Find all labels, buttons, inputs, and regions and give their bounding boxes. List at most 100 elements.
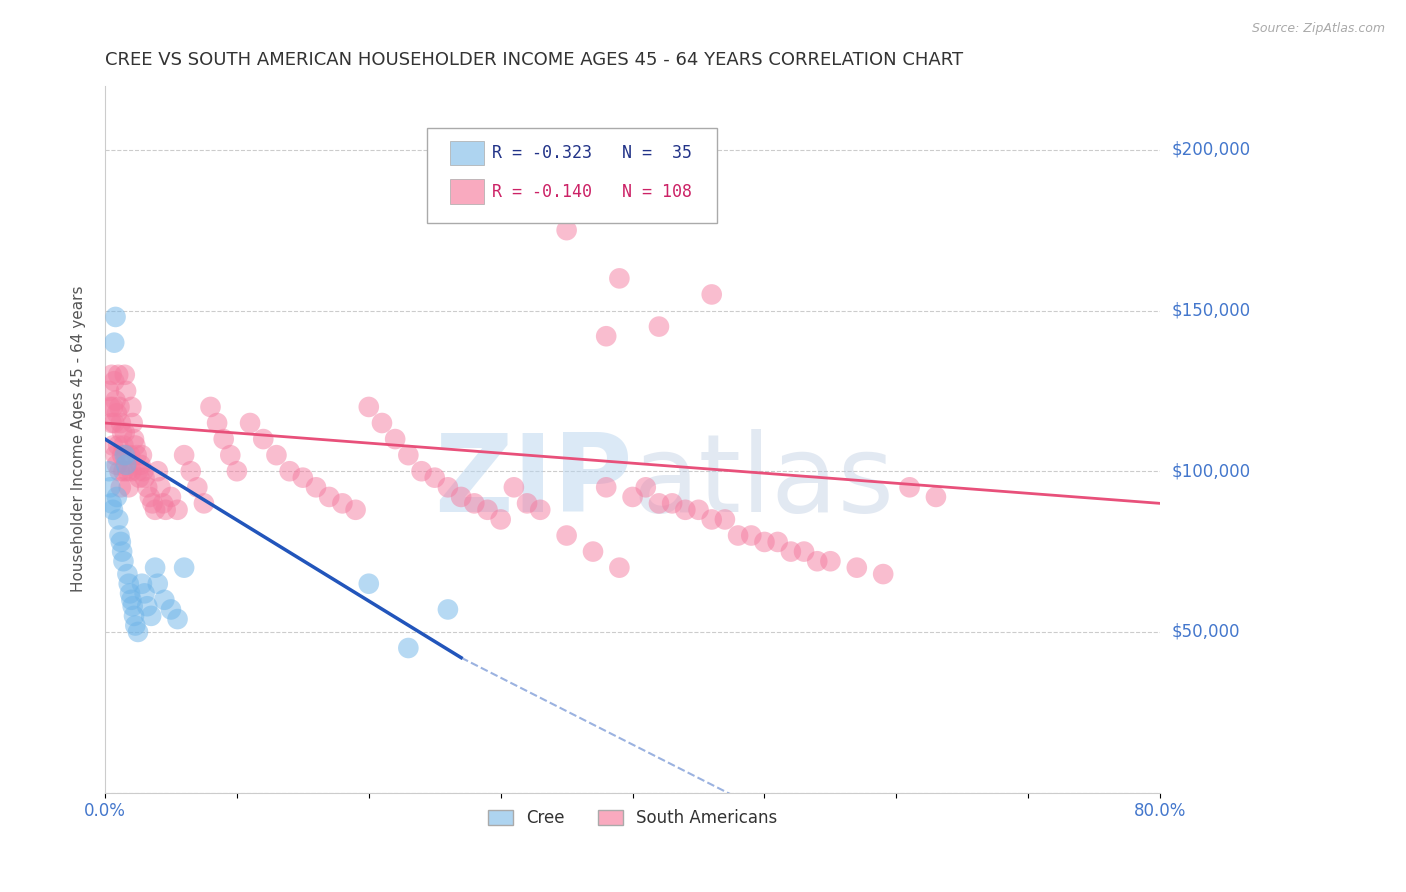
Point: [134, 586, 156, 600]
Point: [396, 448, 419, 462]
Point: [252, 432, 274, 446]
Point: [134, 470, 156, 484]
Point: [766, 535, 789, 549]
Point: [180, 464, 202, 478]
Point: [146, 576, 169, 591]
Text: $200,000: $200,000: [1171, 141, 1250, 159]
FancyBboxPatch shape: [427, 128, 717, 223]
Point: [111, 544, 134, 558]
Point: [357, 576, 380, 591]
Point: [173, 560, 195, 574]
Point: [155, 503, 177, 517]
Point: [437, 480, 460, 494]
Point: [97, 464, 120, 478]
Text: atlas: atlas: [633, 428, 894, 534]
Point: [115, 448, 138, 462]
Point: [112, 438, 135, 452]
Point: [305, 480, 328, 494]
Point: [212, 432, 235, 446]
Point: [595, 329, 617, 343]
Text: $150,000: $150,000: [1171, 301, 1250, 319]
Point: [101, 438, 124, 452]
Point: [463, 496, 485, 510]
Point: [112, 464, 135, 478]
Point: [700, 512, 723, 526]
Point: [100, 368, 122, 382]
Point: [136, 480, 159, 494]
Point: [166, 503, 188, 517]
Point: [129, 458, 152, 472]
Point: [125, 448, 148, 462]
Point: [634, 480, 657, 494]
Point: [332, 496, 354, 510]
Point: [100, 496, 122, 510]
Point: [845, 560, 868, 574]
Bar: [450, 179, 484, 203]
Legend: Cree, South Americans: Cree, South Americans: [481, 803, 785, 834]
Point: [108, 464, 131, 478]
Point: [173, 448, 195, 462]
Point: [779, 544, 801, 558]
Point: [111, 425, 134, 440]
Point: [186, 480, 208, 494]
Point: [872, 567, 894, 582]
Point: [117, 464, 139, 478]
Point: [131, 448, 153, 462]
Point: [384, 432, 406, 446]
Point: [673, 503, 696, 517]
Point: [754, 535, 776, 549]
Point: [193, 496, 215, 510]
Point: [152, 496, 174, 510]
Point: [107, 368, 129, 382]
Point: [344, 503, 367, 517]
Point: [139, 490, 162, 504]
Point: [128, 470, 150, 484]
Point: [124, 438, 146, 452]
Text: ZIP: ZIP: [434, 428, 633, 534]
Point: [110, 535, 132, 549]
Point: [143, 560, 166, 574]
Point: [100, 416, 122, 430]
Point: [714, 512, 737, 526]
Point: [648, 496, 671, 510]
Point: [104, 448, 127, 462]
Point: [153, 592, 176, 607]
Point: [160, 602, 183, 616]
Point: [793, 544, 815, 558]
Point: [124, 618, 146, 632]
Point: [105, 490, 128, 504]
Point: [120, 592, 142, 607]
Point: [582, 544, 605, 558]
Point: [516, 496, 538, 510]
Bar: [450, 141, 484, 165]
Point: [103, 416, 125, 430]
Point: [278, 464, 301, 478]
Point: [318, 490, 340, 504]
Point: [450, 490, 472, 504]
Point: [371, 416, 394, 430]
Point: [166, 612, 188, 626]
Text: $50,000: $50,000: [1171, 623, 1240, 641]
Point: [502, 480, 524, 494]
Point: [122, 432, 145, 446]
Point: [489, 512, 512, 526]
Point: [97, 384, 120, 398]
Point: [136, 599, 159, 614]
Point: [105, 458, 128, 472]
Point: [437, 602, 460, 616]
Y-axis label: Householder Income Ages 45 - 64 years: Householder Income Ages 45 - 64 years: [72, 285, 86, 592]
Text: R = -0.140   N = 108: R = -0.140 N = 108: [492, 183, 692, 201]
Point: [146, 464, 169, 478]
Point: [114, 425, 136, 440]
Point: [219, 448, 242, 462]
Point: [609, 271, 631, 285]
Text: CREE VS SOUTH AMERICAN HOUSEHOLDER INCOME AGES 45 - 64 YEARS CORRELATION CHART: CREE VS SOUTH AMERICAN HOUSEHOLDER INCOM…: [105, 51, 963, 69]
Point: [621, 490, 644, 504]
Point: [108, 528, 131, 542]
Point: [107, 438, 129, 452]
Point: [411, 464, 433, 478]
Point: [661, 496, 683, 510]
Point: [117, 567, 139, 582]
Point: [898, 480, 921, 494]
Point: [131, 576, 153, 591]
